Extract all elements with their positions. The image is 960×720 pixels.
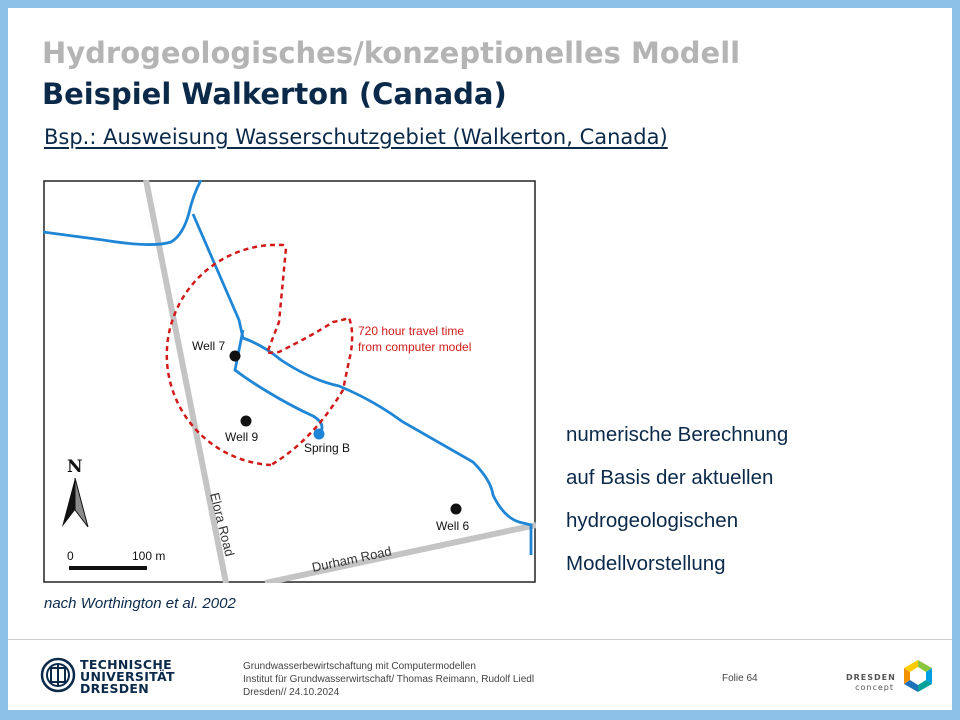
well9-label: Well 9: [225, 430, 258, 444]
university-line2: UNIVERSITÄT: [80, 669, 175, 684]
bullet-line: hydrogeologischen: [566, 509, 739, 532]
durham-road-line: [264, 522, 536, 583]
stream-main: [191, 213, 533, 555]
university-name: TECHNISCHE UNIVERSITÄT DRESDEN: [80, 657, 175, 696]
north-arrow-left: [62, 478, 75, 527]
dresden-concept-text: DRESDEN concept: [846, 673, 896, 693]
tud-logo-icon: [40, 657, 76, 693]
well9-marker: [240, 415, 252, 427]
annotation-line2: from computer model: [358, 340, 471, 354]
partner-line2: concept: [855, 683, 894, 692]
slide-subtitle: Bsp.: Ausweisung Wasserschutzgebiet (Wal…: [44, 125, 668, 149]
map-border: [43, 180, 536, 583]
slide-title-line2: Beispiel Walkerton (Canada): [42, 77, 507, 111]
figure-caption: nach Worthington et al. 2002: [44, 595, 236, 612]
footer-info: Grundwasserbewirtschaftung mit Computerm…: [243, 660, 534, 699]
university-line3: DRESDEN: [80, 681, 150, 696]
well6-label: Well 6: [436, 519, 469, 533]
spring-b-marker: [313, 428, 325, 440]
north-arrow-right: [74, 477, 89, 528]
slide-title-line1: Hydrogeologisches/konzeptionelles Modell: [42, 36, 741, 70]
dresden-concept-logo-icon: [904, 660, 932, 692]
well7-label: Well 7: [192, 339, 225, 353]
footer-divider: [8, 639, 952, 640]
university-line1: TECHNISCHE: [80, 657, 172, 672]
bullet-line: auf Basis der aktuellen: [566, 466, 774, 489]
well7-marker: [229, 350, 241, 362]
course-name: Grundwasserbewirtschaftung mit Computerm…: [243, 661, 476, 672]
elora-road-line: [143, 180, 229, 583]
spring-b-label: Spring B: [304, 441, 350, 455]
scale-distance: 100 m: [132, 549, 165, 563]
north-label: N: [67, 457, 83, 477]
annotation-line1: 720 hour travel time: [358, 324, 464, 338]
slide-number: Folie 64: [722, 673, 758, 684]
institute-name: Institut für Grundwasserwirtschaft/ Thom…: [243, 674, 535, 685]
bullet-line: Modellvorstellung: [566, 552, 726, 575]
bullet-line: numerische Berechnung: [566, 423, 789, 446]
well6-marker: [450, 503, 462, 515]
partner-line1: DRESDEN: [846, 673, 896, 682]
footer-date: Dresden// 24.10.2024: [243, 687, 340, 698]
walkerton-map: Well 7 Well 9 Well 6 Spring B 720 hour t…: [43, 180, 536, 583]
stream-northwest: [43, 180, 203, 246]
scale-zero: 0: [67, 549, 74, 563]
bullet-text: numerische Berechnung auf Basis der aktu…: [566, 420, 788, 592]
scale-bar: [69, 566, 147, 570]
